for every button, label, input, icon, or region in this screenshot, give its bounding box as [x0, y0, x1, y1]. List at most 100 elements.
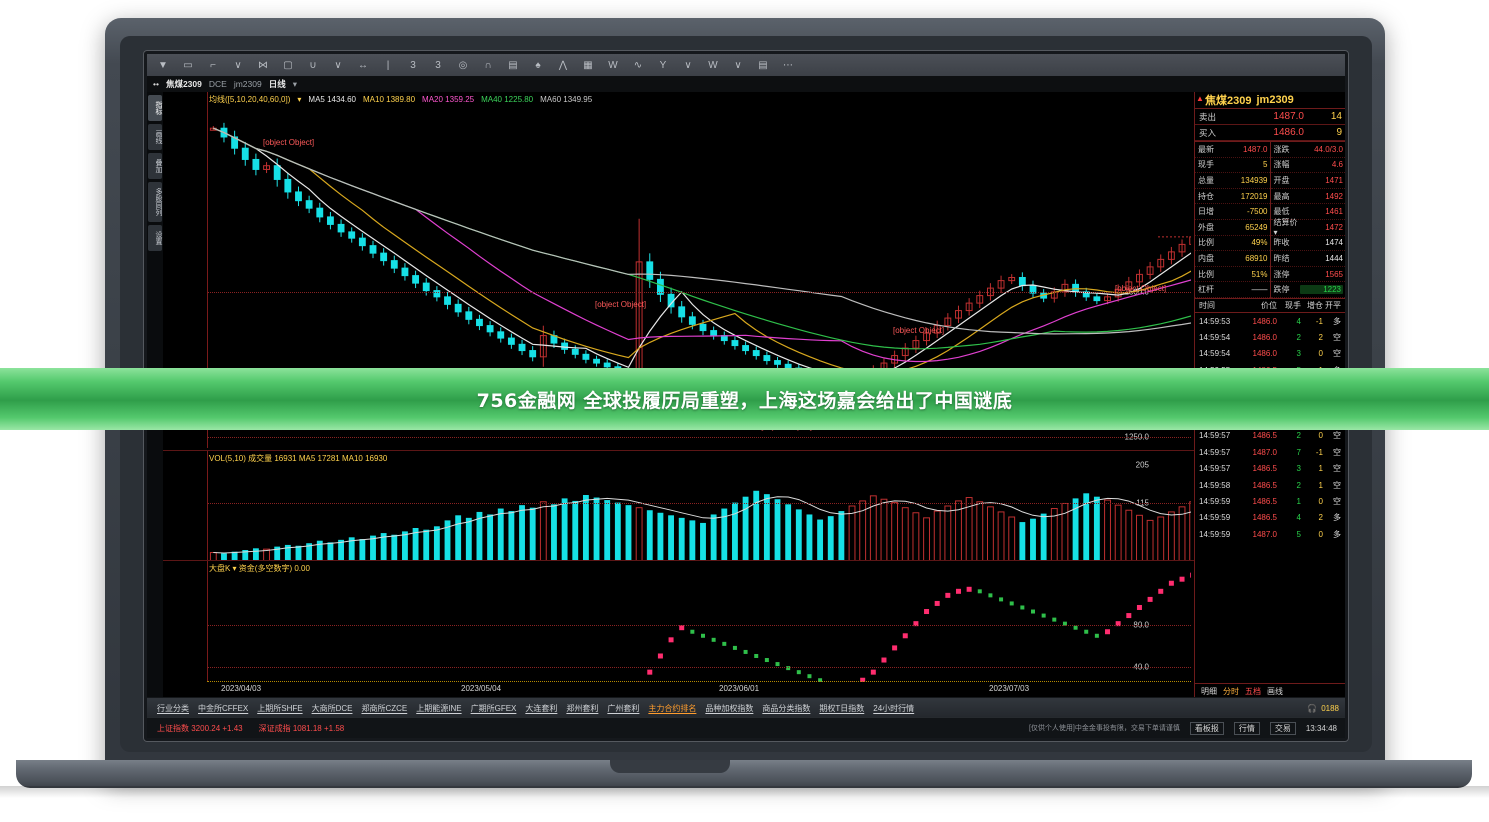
box-icon[interactable]: ▤: [508, 59, 518, 71]
tick-row[interactable]: 14:59:59 1486.5 4 2 多: [1195, 510, 1345, 526]
tick-c1: 14:59:59: [1199, 513, 1231, 523]
tick-row[interactable]: 14:59:59 1486.5 1 0 空: [1195, 493, 1345, 509]
tick-c3: 2: [1296, 480, 1301, 490]
chevron-down-icon[interactable]: ▾: [292, 78, 298, 89]
stat-key: 昨结: [1273, 253, 1290, 263]
status-bar: 上证指数 3200.24 +1.43 深证成指 1081.18 +1.58 [仅…: [147, 717, 1345, 738]
menu-item-13[interactable]: 期权T日指数: [819, 703, 865, 713]
volume-panel[interactable]: VOL(5,10) 成交量 16931 MA5 17281 MA10 16930…: [163, 450, 1195, 561]
line1-icon[interactable]: |: [386, 59, 390, 71]
v-shape-icon[interactable]: ∨: [334, 59, 342, 71]
fan-b-icon[interactable]: ⋀: [558, 59, 568, 71]
menu-item-11[interactable]: 品种加权指数: [705, 703, 754, 713]
circle-icon[interactable]: ◎: [458, 59, 468, 71]
status-box-quote[interactable]: 行情: [1233, 721, 1260, 735]
sidebar-item-overlay[interactable]: 叠加: [148, 153, 162, 179]
period-selector[interactable]: 日线: [268, 79, 286, 89]
status-box-report[interactable]: 看板报: [1189, 721, 1224, 735]
sidebar-item-multichart[interactable]: 多股同列: [148, 182, 162, 222]
tick-row[interactable]: 14:59:57 1487.0 7 -1 空: [1195, 444, 1345, 460]
quote-footer-tabs[interactable]: 明细 分时 五档 画线: [1195, 683, 1345, 698]
indicator-legend[interactable]: 大盘K ▾ 资金(多空数字) 0.00: [209, 564, 310, 573]
stat-key: 日增: [1198, 207, 1214, 217]
ruler-icon[interactable]: ⌐: [210, 59, 216, 71]
line3-icon[interactable]: 3: [435, 59, 441, 71]
wave-w-icon[interactable]: W: [608, 59, 618, 71]
sidebar-item-settings[interactable]: 设置: [148, 225, 162, 251]
stat-key[interactable]: 结算价 ▾: [1273, 218, 1298, 238]
stat-key: 最高: [1273, 191, 1290, 201]
tick-list-header: 时间 价位 现手 增仓 开平: [1195, 299, 1345, 313]
u-shape-icon[interactable]: ∪: [309, 59, 317, 71]
magnet-icon[interactable]: ⋈: [258, 59, 268, 71]
menu-item-9[interactable]: 广州套利: [607, 703, 640, 713]
tick-col-price: 价位: [1261, 300, 1277, 310]
menu-item-0[interactable]: 行业分类: [157, 703, 189, 713]
volume-legend[interactable]: VOL(5,10) 成交量 16931 MA5 17281 MA10 16930: [209, 454, 388, 463]
fan-a-icon[interactable]: ♠: [535, 59, 541, 71]
stat-value: 49%: [1251, 238, 1268, 248]
menu-item-2[interactable]: 上期所SHFE: [257, 703, 303, 713]
menu-item-14[interactable]: 24小时行情: [873, 703, 915, 713]
tick-row[interactable]: 14:59:59 1487.0 5 0 多: [1195, 526, 1345, 542]
wave-z-icon[interactable]: ∨: [734, 59, 742, 71]
sidebar-item-drawing[interactable]: 画线: [148, 124, 162, 150]
quote-bidask: 卖出 1487.0 14 买入 1486.0 9: [1195, 109, 1345, 142]
tick-row[interactable]: 14:59:58 1486.5 2 1 空: [1195, 477, 1345, 493]
note-icon[interactable]: ▤: [758, 59, 768, 71]
tick-row[interactable]: 14:59:57 1486.5 2 0 空: [1195, 428, 1345, 444]
stat-key: 总量: [1198, 175, 1214, 185]
up-triangle-icon: ▲: [1196, 94, 1204, 103]
ma-legend-title[interactable]: 均线([5,10,20,40,60,0]): [209, 95, 291, 104]
tab-depth[interactable]: 五档: [1245, 686, 1261, 696]
grid-icon[interactable]: ▦: [583, 59, 593, 71]
tab-intraday[interactable]: 分时: [1223, 686, 1239, 696]
ask-row[interactable]: 卖出 1487.0 14: [1195, 109, 1345, 125]
tick-row[interactable]: 14:59:57 1486.5 3 1 空: [1195, 460, 1345, 476]
menu-item-10[interactable]: 主力合约排名: [648, 703, 697, 713]
crosshair-icon[interactable]: ▭: [183, 59, 193, 71]
line2-icon[interactable]: 3: [410, 59, 416, 71]
stat-value: 5: [1263, 160, 1268, 170]
ma-legend-caret-icon[interactable]: ▾: [297, 95, 302, 104]
menu-item-8[interactable]: 郑州套利: [566, 703, 599, 713]
menu-item-5[interactable]: 上期能源INE: [416, 703, 462, 713]
menu-item-4[interactable]: 郑商所CZCE: [361, 703, 408, 713]
bottom-menu-bar[interactable]: 行业分类 中金所CFFEX 上期所SHFE 大商所DCE 郑商所CZCE 上期能源INE 广…: [147, 697, 1345, 718]
more-icon[interactable]: ⋯: [783, 59, 793, 71]
tick-c2: 1486.0: [1252, 333, 1277, 343]
drawing-toolbar[interactable]: ▼ ▭ ⌐ ∨ ⋈ ▢ ∪ ∨ ↔ | 3 3 ◎ ∩ ▤ ♠ ⋀ ▦ W ∿: [147, 54, 1345, 77]
wave-n-icon[interactable]: ∿: [633, 59, 643, 71]
status-box-trade[interactable]: 交易: [1269, 721, 1296, 735]
indicator-plot[interactable]: [207, 561, 1191, 682]
menu-item-12[interactable]: 商品分类指数: [762, 703, 811, 713]
annotation-1448: [object Object]: [595, 300, 647, 309]
arrow-icon[interactable]: ↔: [358, 59, 368, 71]
tick-row[interactable]: 14:59:54 1486.0 3 0 空: [1195, 346, 1345, 362]
menubar-right[interactable]: 🎧 0188: [1307, 704, 1345, 713]
price-plot[interactable]: [207, 92, 1191, 448]
quote-stats-left: 最新 1487.0 现手 5 总量 134939 持仓 172019 日增 -7500 外…: [1195, 142, 1270, 298]
menu-item-1[interactable]: 中金所CFFEX: [198, 703, 249, 713]
headset-icon[interactable]: 🎧: [1307, 703, 1318, 713]
tick-row[interactable]: 14:59:53 1486.0 4 -1 多: [1195, 313, 1345, 329]
tick-row[interactable]: 14:59:54 1486.0 2 2 空: [1195, 329, 1345, 345]
sidebar-item-indicators[interactable]: 指标: [148, 95, 162, 121]
cursor-icon[interactable]: ▼: [158, 59, 168, 71]
wave-v-icon[interactable]: ∨: [684, 59, 692, 71]
wave-y-icon[interactable]: Y: [659, 59, 667, 71]
tab-drawline[interactable]: 画线: [1267, 686, 1283, 696]
bid-row[interactable]: 买入 1486.0 9: [1195, 125, 1345, 141]
indicator-panel[interactable]: 大盘K ▾ 资金(多空数字) 0.00 80.0 40.0 20.0 0.0: [163, 560, 1195, 714]
menu-item-3[interactable]: 大商所DCE: [311, 703, 353, 713]
rect-icon[interactable]: ▢: [283, 59, 293, 71]
menu-item-7[interactable]: 大连套利: [525, 703, 558, 713]
tick-c5: 空: [1333, 496, 1341, 506]
trend-icon[interactable]: ∨: [234, 59, 242, 71]
arc-icon[interactable]: ∩: [484, 59, 492, 71]
volume-plot[interactable]: [207, 451, 1191, 561]
menu-item-6[interactable]: 广期所GFEX: [470, 703, 517, 713]
wave-x-icon[interactable]: W: [708, 59, 718, 71]
tab-detail[interactable]: 明细: [1201, 686, 1217, 696]
stat-row: 外盘 65249: [1195, 220, 1270, 236]
